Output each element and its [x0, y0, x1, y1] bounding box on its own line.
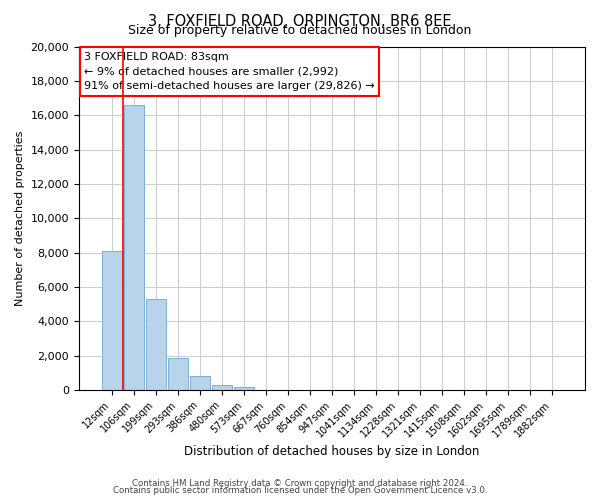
- Y-axis label: Number of detached properties: Number of detached properties: [15, 130, 25, 306]
- Text: Contains public sector information licensed under the Open Government Licence v3: Contains public sector information licen…: [113, 486, 487, 495]
- Text: 3 FOXFIELD ROAD: 83sqm
← 9% of detached houses are smaller (2,992)
91% of semi-d: 3 FOXFIELD ROAD: 83sqm ← 9% of detached …: [84, 52, 375, 92]
- Text: 3, FOXFIELD ROAD, ORPINGTON, BR6 8EE: 3, FOXFIELD ROAD, ORPINGTON, BR6 8EE: [148, 14, 452, 29]
- X-axis label: Distribution of detached houses by size in London: Distribution of detached houses by size …: [184, 444, 479, 458]
- Bar: [212, 385, 232, 390]
- Text: Contains HM Land Registry data © Crown copyright and database right 2024.: Contains HM Land Registry data © Crown c…: [132, 478, 468, 488]
- Text: Size of property relative to detached houses in London: Size of property relative to detached ho…: [128, 24, 472, 37]
- Bar: [146, 299, 166, 390]
- Bar: [124, 105, 144, 390]
- Bar: [234, 386, 254, 390]
- Bar: [102, 251, 122, 390]
- Bar: [168, 358, 188, 390]
- Bar: [190, 376, 210, 390]
